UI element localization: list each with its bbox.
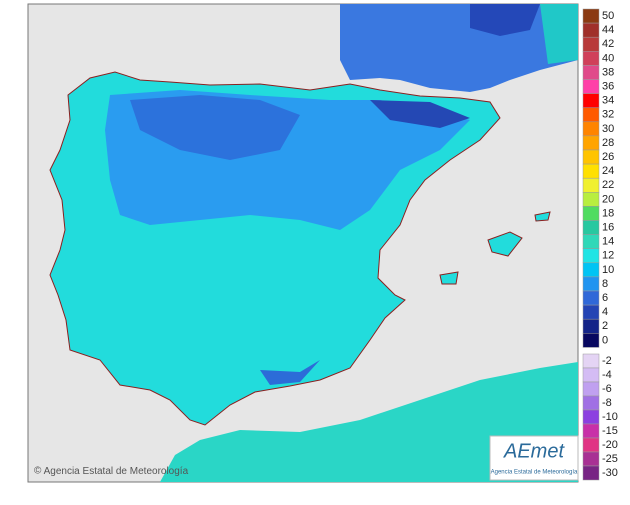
legend-swatch bbox=[582, 333, 600, 348]
legend-label: -8 bbox=[602, 397, 612, 409]
legend-swatch bbox=[582, 423, 600, 439]
legend-label: 22 bbox=[602, 179, 614, 191]
legend-label: 8 bbox=[602, 278, 608, 290]
legend-label: 44 bbox=[602, 24, 614, 36]
legend-swatch bbox=[582, 51, 600, 66]
legend-swatch bbox=[582, 262, 600, 278]
legend-swatch bbox=[582, 248, 600, 264]
legend-label: 40 bbox=[602, 52, 614, 64]
legend-label: 16 bbox=[602, 221, 614, 233]
credit: © Agencia Estatal de Meteorología bbox=[34, 466, 189, 477]
legend-label: -30 bbox=[602, 467, 618, 479]
legend-label: 28 bbox=[602, 137, 614, 149]
legend-swatch bbox=[582, 206, 600, 221]
legend-swatch bbox=[582, 79, 600, 94]
legend-label: 20 bbox=[602, 193, 614, 205]
legend-label: 50 bbox=[602, 10, 614, 22]
legend-swatch bbox=[582, 451, 600, 467]
legend-label: 4 bbox=[602, 306, 608, 318]
legend-swatch bbox=[582, 304, 600, 320]
legend-swatch bbox=[582, 353, 600, 369]
logo-box bbox=[489, 435, 579, 481]
legend-swatch bbox=[582, 8, 600, 24]
legend-swatch bbox=[582, 36, 600, 52]
legend-label: 42 bbox=[602, 38, 614, 50]
legend-swatch bbox=[582, 234, 600, 249]
legend-label: 26 bbox=[602, 151, 614, 163]
credit-text: Agencia Estatal de Meteorología bbox=[44, 466, 189, 477]
mallorca bbox=[487, 231, 523, 257]
pyrenees bbox=[370, 100, 470, 128]
legend-label: -10 bbox=[602, 411, 618, 423]
legend: 5044424038363432302826242220181614121086… bbox=[582, 8, 618, 481]
legend-label: 30 bbox=[602, 123, 614, 135]
legend-swatch bbox=[582, 135, 600, 151]
ibiza bbox=[439, 271, 459, 285]
legend-swatch bbox=[582, 220, 600, 235]
legend-label: 38 bbox=[602, 66, 614, 78]
legend-label: 12 bbox=[602, 250, 614, 262]
sierra-nevada bbox=[260, 360, 320, 385]
legend-swatch bbox=[582, 318, 600, 334]
legend-label: 32 bbox=[602, 109, 614, 121]
legend-swatch bbox=[582, 192, 600, 207]
legend-swatch bbox=[582, 93, 600, 108]
legend-swatch bbox=[582, 107, 600, 123]
alps-cold bbox=[470, 4, 540, 36]
legend-swatch bbox=[582, 149, 600, 165]
legend-swatch bbox=[582, 276, 600, 292]
legend-label: 2 bbox=[602, 320, 608, 332]
legend-label: -4 bbox=[602, 369, 612, 381]
legend-label: 0 bbox=[602, 334, 608, 346]
legend-label: 18 bbox=[602, 207, 614, 219]
legend-label: -6 bbox=[602, 383, 612, 395]
legend-swatch bbox=[582, 395, 600, 411]
legend-swatch bbox=[582, 381, 600, 397]
north-cold bbox=[130, 95, 300, 160]
africa bbox=[160, 362, 578, 482]
legend-label: -20 bbox=[602, 439, 618, 451]
legend-swatch bbox=[582, 290, 600, 306]
legend-label: -2 bbox=[602, 355, 612, 367]
legend-label: 10 bbox=[602, 264, 614, 276]
legend-swatch bbox=[582, 465, 600, 481]
menorca bbox=[534, 211, 551, 222]
legend-swatch bbox=[582, 437, 600, 453]
legend-label: -25 bbox=[602, 453, 618, 465]
legend-label: -15 bbox=[602, 425, 618, 437]
legend-label: 14 bbox=[602, 236, 614, 248]
mediterranean-france bbox=[540, 4, 578, 64]
legend-swatch bbox=[582, 409, 600, 425]
legend-swatch bbox=[582, 22, 600, 38]
legend-label: 6 bbox=[602, 292, 608, 304]
legend-swatch bbox=[582, 163, 600, 179]
legend-swatch bbox=[582, 121, 600, 137]
legend-label: 24 bbox=[602, 165, 614, 177]
legend-swatch bbox=[582, 177, 600, 193]
legend-swatch bbox=[582, 65, 600, 80]
logo-subtitle: Agencia Estatal de Meteorología bbox=[491, 470, 578, 476]
logo: AEmet bbox=[503, 440, 565, 462]
legend-label: 34 bbox=[602, 95, 614, 107]
legend-label: 36 bbox=[602, 80, 614, 92]
legend-swatch bbox=[582, 367, 600, 383]
